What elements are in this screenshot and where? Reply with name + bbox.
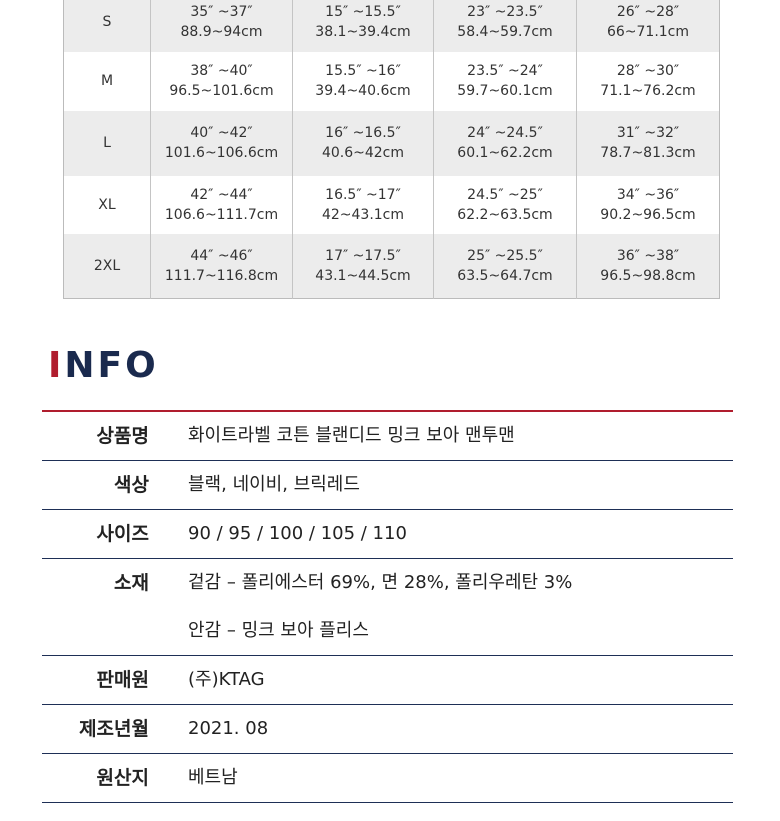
cm-value: 88.9~94cm — [180, 24, 263, 41]
size-cell: 28″ ~30″ 71.1~76.2cm — [576, 51, 720, 111]
size-label: L — [63, 110, 151, 176]
info-row: 소재 겉감 – 폴리에스터 69%, 면 28%, 폴리우레탄 3% 안감 – 밍크… — [42, 559, 733, 656]
size-cell: 31″ ~32″ 78.7~81.3cm — [576, 110, 720, 176]
inch-value: 23.5″ ~24″ — [467, 63, 543, 79]
info-value: 블랙, 네이비, 브릭레드 — [188, 474, 360, 495]
info-value: 2021. 08 — [188, 718, 269, 739]
inch-value: 24″ ~24.5″ — [467, 125, 543, 141]
info-value: 화이트라벨 코튼 블랜디드 밍크 보아 맨투맨 — [188, 425, 515, 446]
info-value: 베트남 — [188, 767, 238, 788]
inch-value: 25″ ~25.5″ — [467, 247, 543, 264]
size-row: M 38″ ~40″ 96.5~101.6cm 15.5″ ~16″ 39.4~40.6… — [63, 51, 720, 111]
info-heading-rest: NFO — [64, 345, 159, 386]
size-row: S 35″ ~37″ 88.9~94cm 15″ ~15.5″ 38.1~39.4cm 2… — [63, 0, 720, 52]
size-label: 2XL — [63, 233, 151, 299]
inch-value: 24.5″ ~25″ — [467, 186, 543, 203]
inch-value: 34″ ~36″ — [616, 186, 680, 203]
info-row: 사이즈 90 / 95 / 100 / 105 / 110 — [42, 510, 733, 559]
info-heading-accent: I — [48, 345, 65, 386]
cm-value: 101.6~106.6cm — [164, 145, 279, 161]
size-cell: 34″ ~36″ 90.2~96.5cm — [576, 175, 720, 234]
info-row: 판매원 (주)KTAG — [42, 656, 733, 705]
cm-value: 43.1~44.5cm — [315, 267, 411, 284]
size-cell: 26″ ~28″ 66~71.1cm — [576, 0, 720, 52]
cm-value: 90.2~96.5cm — [600, 206, 696, 223]
cm-value: 58.4~59.7cm — [457, 24, 553, 41]
size-cell: 38″ ~40″ 96.5~101.6cm — [150, 51, 293, 111]
size-cell: 15″ ~15.5″ 38.1~39.4cm — [292, 0, 434, 52]
size-cell: 44″ ~46″ 111.7~116.8cm — [150, 233, 293, 299]
inch-value: 15″ ~15.5″ — [325, 4, 401, 21]
size-cell: 16″ ~16.5″ 40.6~42cm — [292, 110, 434, 176]
inch-value: 42″ ~44″ — [190, 186, 253, 203]
size-cell: 23.5″ ~24″ 59.7~60.1cm — [433, 51, 577, 111]
info-label: 판매원 — [96, 669, 149, 691]
info-label: 소재 — [114, 572, 149, 594]
inch-value: 36″ ~38″ — [616, 247, 680, 264]
cm-value: 66~71.1cm — [606, 24, 690, 41]
size-cell: 16.5″ ~17″ 42~43.1cm — [292, 175, 434, 234]
inch-value: 44″ ~46″ — [190, 247, 253, 264]
size-cell: 24.5″ ~25″ 62.2~63.5cm — [433, 175, 577, 234]
inch-value: 26″ ~28″ — [616, 4, 680, 21]
size-label: M — [63, 51, 151, 111]
size-cell: 25″ ~25.5″ 63.5~64.7cm — [433, 233, 577, 299]
inch-value: 38″ ~40″ — [190, 63, 253, 79]
size-cell: 17″ ~17.5″ 43.1~44.5cm — [292, 233, 434, 299]
cm-value: 59.7~60.1cm — [457, 83, 553, 99]
size-cell: 15.5″ ~16″ 39.4~40.6cm — [292, 51, 434, 111]
cm-value: 96.5~101.6cm — [169, 83, 274, 99]
inch-value: 35″ ~37″ — [190, 4, 253, 21]
info-row: 원산지 베트남 — [42, 754, 733, 803]
size-cell: 42″ ~44″ 106.6~111.7cm — [150, 175, 293, 234]
cm-value: 62.2~63.5cm — [457, 206, 553, 223]
info-label: 제조년월 — [79, 718, 149, 740]
info-value: 90 / 95 / 100 / 105 / 110 — [188, 523, 407, 544]
info-value: 안감 – 밍크 보아 플리스 — [188, 620, 369, 641]
cm-value: 40.6~42cm — [321, 145, 405, 161]
size-row: XL 42″ ~44″ 106.6~111.7cm 16.5″ ~17″ 42~43.1… — [63, 175, 720, 234]
info-row: 제조년월 2021. 08 — [42, 705, 733, 754]
info-label: 상품명 — [96, 425, 149, 447]
cm-value: 111.7~116.8cm — [164, 267, 279, 284]
cm-value: 42~43.1cm — [321, 206, 405, 223]
info-value: (주)KTAG — [188, 669, 265, 690]
inch-value: 16.5″ ~17″ — [325, 186, 401, 203]
size-label: XL — [63, 175, 151, 234]
cm-value: 71.1~76.2cm — [600, 83, 696, 99]
size-cell: 24″ ~24.5″ 60.1~62.2cm — [433, 110, 577, 176]
inch-value: 17″ ~17.5″ — [325, 247, 401, 264]
inch-value: 40″ ~42″ — [190, 125, 253, 141]
cm-value: 38.1~39.4cm — [315, 24, 411, 41]
inch-value: 23″ ~23.5″ — [467, 4, 543, 21]
info-value: 겉감 – 폴리에스터 69%, 면 28%, 폴리우레탄 3% — [188, 572, 573, 593]
inch-value: 16″ ~16.5″ — [325, 125, 401, 141]
info-heading: INFO — [48, 345, 159, 386]
info-label: 사이즈 — [96, 523, 149, 545]
inch-value: 28″ ~30″ — [616, 63, 680, 79]
info-row: 상품명 화이트라벨 코튼 블랜디드 밍크 보아 맨투맨 — [42, 412, 733, 461]
info-label: 색상 — [114, 474, 149, 496]
cm-value: 60.1~62.2cm — [457, 145, 553, 161]
size-chart-table: S 35″ ~37″ 88.9~94cm 15″ ~15.5″ 38.1~39.4cm 2… — [63, 0, 720, 299]
inch-value: 31″ ~32″ — [616, 125, 680, 141]
size-row: 2XL 44″ ~46″ 111.7~116.8cm 17″ ~17.5″ 43.1~4… — [63, 233, 720, 299]
size-cell: 23″ ~23.5″ 58.4~59.7cm — [433, 0, 577, 52]
size-cell: 36″ ~38″ 96.5~98.8cm — [576, 233, 720, 299]
size-row: L 40″ ~42″ 101.6~106.6cm 16″ ~16.5″ 40.6~42c… — [63, 110, 720, 176]
cm-value: 106.6~111.7cm — [164, 206, 279, 223]
size-label: S — [63, 0, 151, 52]
cm-value: 63.5~64.7cm — [457, 267, 553, 284]
size-cell: 35″ ~37″ 88.9~94cm — [150, 0, 293, 52]
info-row: 색상 블랙, 네이비, 브릭레드 — [42, 461, 733, 510]
size-cell: 40″ ~42″ 101.6~106.6cm — [150, 110, 293, 176]
inch-value: 15.5″ ~16″ — [325, 63, 401, 79]
cm-value: 96.5~98.8cm — [600, 267, 696, 284]
cm-value: 78.7~81.3cm — [600, 145, 696, 161]
info-label: 원산지 — [96, 767, 149, 789]
cm-value: 39.4~40.6cm — [315, 83, 411, 99]
